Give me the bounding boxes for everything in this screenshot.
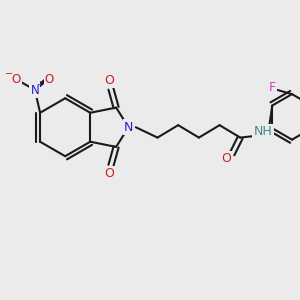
Text: F: F — [269, 81, 276, 94]
Text: O: O — [45, 73, 54, 86]
Text: O: O — [12, 73, 21, 86]
Text: N: N — [31, 83, 39, 97]
Text: N: N — [124, 121, 133, 134]
Text: +: + — [37, 80, 44, 89]
Text: O: O — [104, 74, 114, 87]
Text: O: O — [104, 167, 114, 180]
Text: −: − — [5, 70, 13, 80]
Text: O: O — [221, 152, 231, 165]
Text: NH: NH — [254, 125, 272, 138]
